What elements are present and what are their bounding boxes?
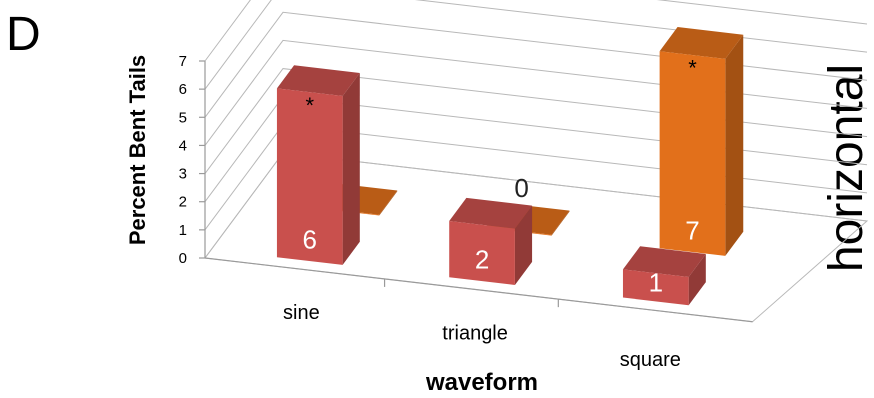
bar-front-s0-1 [449,221,515,285]
bar-side-s0-1 [514,205,533,285]
data-label-s1-1: 0 [514,173,528,203]
bar-side-s0-2 [688,253,706,306]
bar-side-s1-2 [725,34,744,256]
panel-letter: D [6,8,41,61]
category-label-1: triangle [442,322,508,344]
category-label-0: sine [283,302,320,324]
data-label-s0-1: 2 [475,244,489,274]
y-tick-label-5: 5 [179,109,187,126]
bar-side-s0-0 [342,72,360,265]
bar-front-s1-2 [659,51,726,256]
bar-top-s0-2 [622,246,706,278]
data-label-s0-0: 6 [303,224,317,254]
category-label-2: square [620,349,681,371]
x-axis-line [204,257,753,323]
significance-marker-s1-2: * [688,56,697,81]
bar-front-s0-2 [622,269,689,306]
bar-side-s1-0 [379,190,398,216]
y-tick-label-3: 3 [179,166,187,183]
y-tick-label-0: 0 [179,250,187,267]
gridline-6 [204,0,868,90]
y-tick-label-4: 4 [179,137,187,154]
bar-side-s1-1 [551,210,570,236]
y-tick-label-1: 1 [179,222,187,239]
plot-area: 01234567sinetrianglesquare007*6*21 [179,0,869,371]
y-tick-label-7: 7 [179,53,187,70]
bar-front-s0-0 [276,88,343,265]
condition-label: horizontal [820,64,873,272]
bar-top-s0-0 [276,65,360,97]
x-axis-title: waveform [425,369,538,396]
significance-marker-s0-0: * [306,93,315,118]
y-axis-title: Percent Bent Tails [125,55,150,245]
bar-top-s0-1 [449,197,533,229]
bar-top-s1-2 [659,27,744,59]
gridline-7 [204,0,868,62]
data-label-s0-2: 1 [649,268,663,298]
y-tick-label-2: 2 [179,194,187,211]
y-tick-label-6: 6 [179,81,187,98]
data-label-s1-2: 7 [685,215,699,245]
